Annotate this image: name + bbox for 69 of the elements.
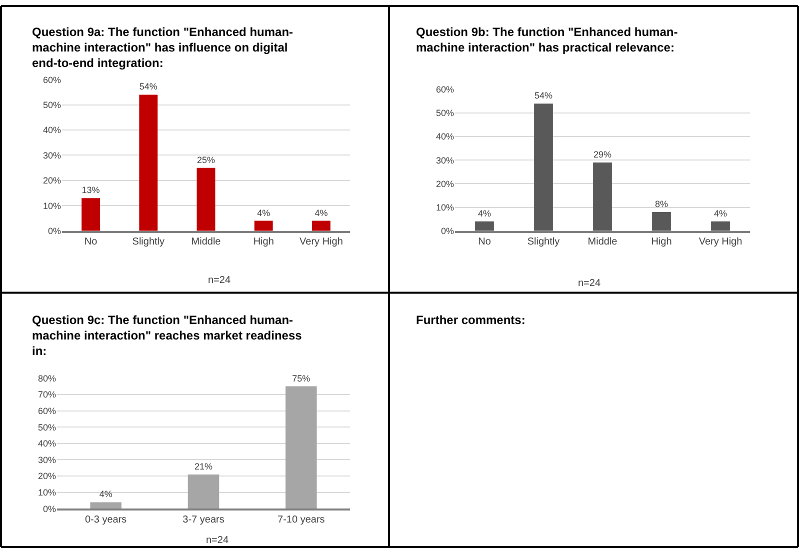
chart-title: Question 9a: The function "Enhanced human-machine interaction" has influence on digital end-to-end integration:	[32, 25, 294, 70]
x-tick-label: Very High	[300, 236, 343, 248]
text: Further comments:	[416, 313, 526, 327]
data-label: 13%	[82, 185, 100, 196]
chart-title: Question 9b: The function "Enhanced human-machine interaction" has practical relevance:	[416, 25, 678, 55]
y-tick-label: 20%	[38, 471, 56, 482]
x-tick-label: Middle	[191, 236, 222, 248]
x-tick-label: High	[253, 236, 274, 248]
bar	[196, 168, 216, 231]
bar	[139, 94, 158, 231]
data-label: 4%	[714, 208, 728, 218]
bar	[188, 474, 220, 509]
text: n=24	[206, 535, 229, 546]
data-label: 4%	[314, 208, 328, 218]
data-label: 54%	[534, 90, 553, 101]
data-label: 25%	[196, 154, 216, 165]
bar	[286, 386, 317, 509]
data-label: 4%	[257, 208, 270, 218]
y-tick-label: 0%	[42, 504, 56, 514]
y-tick-label: 50%	[42, 100, 61, 110]
y-tick-label: 0%	[48, 226, 61, 236]
y-tick-label: 0%	[440, 226, 454, 236]
y-tick-label: 10%	[42, 200, 61, 211]
data-label: 54%	[139, 82, 158, 92]
y-tick-label: 60%	[42, 74, 61, 85]
y-tick-label: 50%	[38, 422, 56, 432]
bar	[534, 104, 553, 231]
y-tick-label: 10%	[436, 202, 454, 212]
x-tick-label: High	[651, 236, 672, 248]
data-label: 75%	[292, 373, 310, 384]
data-label: 4%	[478, 208, 492, 218]
x-tick-label: 7-10 years	[278, 514, 325, 526]
bar	[711, 221, 730, 231]
x-tick-label: 0-3 years	[84, 514, 127, 526]
bar	[475, 221, 494, 231]
y-tick-label: 60%	[436, 84, 454, 95]
text: n=24	[208, 275, 231, 286]
data-label: 21%	[194, 461, 213, 472]
y-tick-label: 70%	[38, 390, 56, 400]
bar	[90, 502, 122, 509]
y-tick-label: 10%	[38, 488, 56, 498]
bar	[82, 198, 100, 231]
text: n=24	[578, 278, 601, 289]
chart-title: Question 9c: The function "Enhanced human-machine interaction" reaches market readiness in:	[32, 313, 302, 358]
bar	[254, 220, 273, 231]
y-tick-label: 40%	[38, 438, 56, 449]
x-tick-label: No	[478, 236, 492, 248]
x-tick-label: No	[84, 236, 98, 248]
bar	[652, 212, 671, 231]
x-tick-label: Middle	[588, 236, 618, 248]
y-tick-label: 50%	[436, 108, 454, 118]
y-tick-label: 60%	[38, 406, 56, 416]
data-label: 8%	[654, 198, 668, 209]
y-tick-label: 30%	[38, 454, 56, 465]
x-tick-label: 3-7 years	[182, 514, 224, 526]
bar	[593, 162, 612, 231]
y-tick-label: 30%	[436, 155, 454, 166]
y-tick-label: 40%	[436, 132, 454, 142]
y-tick-label: 20%	[436, 178, 454, 189]
x-tick-label: Slightly	[132, 236, 165, 248]
data-label: 29%	[593, 149, 612, 160]
bar	[312, 220, 330, 231]
data-label: 4%	[99, 489, 112, 500]
x-tick-label: Very High	[698, 236, 742, 248]
y-tick-label: 20%	[42, 176, 61, 186]
y-tick-label: 40%	[42, 125, 61, 136]
x-tick-label: Slightly	[527, 236, 560, 248]
y-tick-label: 80%	[38, 373, 56, 384]
y-tick-label: 30%	[42, 150, 61, 160]
